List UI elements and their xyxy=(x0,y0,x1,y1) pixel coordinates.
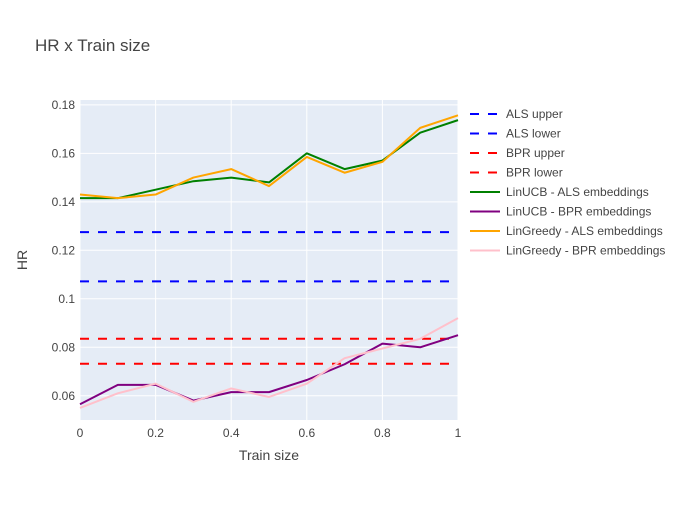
x-tick-label: 0.8 xyxy=(374,426,391,440)
y-tick-label: 0.08 xyxy=(52,340,76,354)
legend-label: LinUCB - ALS embeddings xyxy=(506,185,649,199)
legend-label: LinGreedy - BPR embeddings xyxy=(506,244,665,258)
y-tick-label: 0.06 xyxy=(52,389,76,403)
series-lines xyxy=(79,114,459,409)
legend-label: ALS lower xyxy=(506,127,561,141)
chart-title: HR x Train size xyxy=(35,36,150,55)
series-line-lingreedy-als-embeddings xyxy=(79,114,459,200)
plot-area xyxy=(80,100,458,420)
x-tick-label: 0.2 xyxy=(147,426,164,440)
legend-item-als-upper[interactable]: ALS upper xyxy=(470,107,563,121)
legend-item-linucb-als-embeddings[interactable]: LinUCB - ALS embeddings xyxy=(470,185,649,199)
legend-label: ALS upper xyxy=(506,107,563,121)
y-tick-label: 0.18 xyxy=(52,98,76,112)
legend-item-linucb-bpr-embeddings[interactable]: LinUCB - BPR embeddings xyxy=(470,205,651,219)
legend-label: LinGreedy - ALS embeddings xyxy=(506,224,663,238)
y-tick-label: 0.16 xyxy=(52,146,76,160)
y-tick-label: 0.12 xyxy=(52,243,76,257)
legend-label: BPR upper xyxy=(506,146,565,160)
legend-item-lingreedy-als-embeddings[interactable]: LinGreedy - ALS embeddings xyxy=(470,224,663,238)
x-tick-label: 0.4 xyxy=(223,426,240,440)
y-tick-label: 0.14 xyxy=(52,195,76,209)
axis-ticks: 0 0.2 0.4 0.6 0.8 1 0.06 0.08 0.1 0.12 0.14 0.16 0.1… xyxy=(52,98,462,440)
y-tick-label: 0.1 xyxy=(58,292,75,306)
legend-item-als-lower[interactable]: ALS lower xyxy=(470,127,561,141)
legend-item-bpr-upper[interactable]: BPR upper xyxy=(470,146,565,160)
legend-label: LinUCB - BPR embeddings xyxy=(506,205,651,219)
x-tick-label: 0.6 xyxy=(298,426,315,440)
legend[interactable]: ALS upper ALS lower BPR upper BPR lower LinU… xyxy=(470,107,665,258)
legend-item-lingreedy-bpr-embeddings[interactable]: LinGreedy - BPR embeddings xyxy=(470,244,665,258)
x-axis-label: Train size xyxy=(239,447,299,463)
legend-label: BPR lower xyxy=(506,166,563,180)
x-tick-label: 1 xyxy=(455,426,462,440)
legend-item-bpr-lower[interactable]: BPR lower xyxy=(470,166,563,180)
series-line-lingreedy-bpr-embeddings xyxy=(79,317,459,409)
grid-lines xyxy=(79,100,459,420)
y-axis-label: HR xyxy=(14,250,30,270)
x-tick-label: 0 xyxy=(77,426,84,440)
